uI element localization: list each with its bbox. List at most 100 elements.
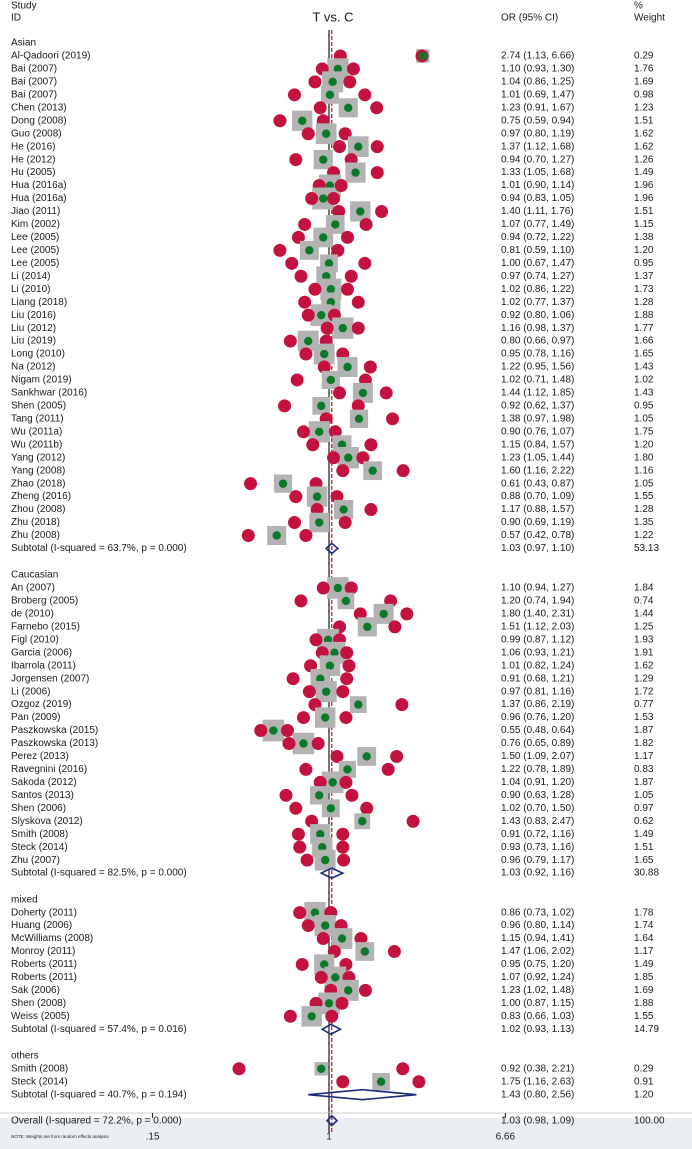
ci-lower-marker (294, 594, 308, 608)
point-estimate (379, 609, 388, 619)
ci-lower-marker (289, 153, 303, 167)
ci-lower-marker (289, 490, 303, 504)
header-effect: OR (95% CI) (501, 13, 558, 24)
ci-lower-marker (336, 1075, 350, 1089)
point-estimate (358, 817, 367, 826)
study-ci-text: 0.96 (0.76, 1.20) (501, 712, 574, 723)
study-ci-text: 0.96 (0.80, 1.14) (501, 920, 574, 931)
point-estimate (331, 220, 340, 229)
point-estimate (299, 739, 308, 748)
study-ci-text: 0.94 (0.72, 1.22) (501, 232, 574, 243)
ci-lower-marker (295, 957, 309, 971)
overall-ci-text: 1.03 (0.98, 1.09) (501, 1115, 574, 1126)
study-weight-text: 0.74 (634, 596, 654, 607)
study-weight-text: 1.20 (634, 245, 654, 256)
ci-lower-marker (317, 360, 331, 374)
study-ci-text: 1.17 (0.88, 1.57) (501, 504, 574, 515)
point-estimate (328, 778, 337, 787)
ci-upper-marker (396, 1062, 410, 1076)
group-label: others (11, 1050, 39, 1061)
ci-upper-marker (344, 269, 358, 283)
study-weight-text: 1.93 (634, 634, 654, 645)
study-ci-text: 1.01 (0.82, 1.24) (501, 660, 574, 671)
study-label: Guo (2008) (11, 128, 62, 139)
ci-upper-marker (351, 321, 365, 335)
point-estimate (317, 310, 326, 320)
group-label: Asian (11, 38, 36, 49)
ci-upper-marker (339, 775, 353, 789)
point-estimate (356, 207, 365, 216)
point-estimate (316, 830, 325, 839)
study-label: He (2012) (11, 154, 55, 165)
subtotal-diamond (308, 1088, 417, 1101)
study-weight-text: 1.75 (634, 426, 654, 437)
point-estimate (363, 622, 372, 632)
study-label: An (2007) (11, 583, 55, 594)
ci-upper-marker (340, 282, 354, 296)
ci-lower-marker (293, 906, 307, 920)
study-ci-text: 0.76 (0.65, 0.89) (501, 738, 574, 749)
subtotal-label: Subtotal (I-squared = 63.7%, p = 0.000) (11, 543, 187, 554)
study-weight-text: 1.84 (634, 583, 654, 594)
study-weight-text: 1.37 (634, 271, 654, 282)
header-weight: Weight (634, 13, 665, 24)
point-estimate (354, 700, 363, 709)
ci-lower-marker (308, 75, 322, 89)
ci-upper-marker (396, 464, 410, 478)
ci-lower-marker (336, 464, 350, 478)
study-label: Paszkowska (2013) (11, 738, 98, 749)
study-weight-text: 1.49 (634, 167, 654, 178)
study-ci-text: 2.74 (1.13, 6.66) (501, 51, 574, 62)
ci-lower-marker (285, 256, 299, 270)
study-ci-text: 1.00 (0.67, 1.47) (501, 258, 574, 269)
point-estimate (326, 375, 336, 385)
subtotal-ci-text: 1.03 (0.92, 1.16) (501, 868, 574, 879)
ci-upper-marker (412, 1075, 426, 1089)
ci-upper-marker (381, 762, 395, 776)
point-estimate (319, 233, 328, 242)
study-weight-text: 1.62 (634, 128, 654, 139)
study-weight-text: 1.96 (634, 193, 654, 204)
ci-lower-marker (273, 114, 287, 128)
study-weight-text: 1.17 (634, 946, 654, 957)
point-estimate (316, 674, 325, 683)
study-weight-text: 1.28 (634, 504, 654, 515)
study-label: Ravegnini (2016) (11, 764, 87, 775)
ci-lower-marker (316, 932, 330, 946)
study-weight-text: 1.29 (634, 673, 654, 684)
ci-lower-marker (299, 347, 313, 361)
study-weight-text: 1.87 (634, 725, 654, 736)
study-label: Farnebo (2015) (11, 621, 80, 632)
study-label: Liu (2012) (11, 323, 56, 334)
study-label: Al-Qadoori (2019) (11, 51, 90, 62)
ci-lower-marker (278, 399, 292, 413)
ci-lower-marker (293, 840, 307, 854)
study-weight-text: 1.23 (634, 102, 654, 113)
point-estimate (333, 583, 343, 593)
ci-upper-marker (363, 360, 377, 374)
study-weight-text: 1.38 (634, 232, 654, 243)
study-label: Ozgoz (2019) (11, 699, 72, 710)
point-estimate (344, 103, 353, 113)
study-ci-text: 1.10 (0.94, 1.27) (501, 583, 574, 594)
ci-upper-marker (400, 607, 414, 621)
subtotal-weight-text: 1.20 (634, 1089, 654, 1100)
study-ci-text: 1.02 (0.77, 1.37) (501, 297, 574, 308)
ci-upper-marker (325, 1009, 339, 1023)
study-weight-text: 1.96 (634, 180, 654, 191)
study-ci-text: 1.23 (1.05, 1.44) (501, 452, 574, 463)
study-ci-text: 1.43 (0.83, 2.47) (501, 816, 574, 827)
study-label: Steck (2014) (11, 1076, 68, 1087)
ci-lower-marker (291, 230, 305, 244)
ci-upper-marker (346, 62, 360, 76)
point-estimate (321, 713, 330, 722)
study-ci-text: 1.47 (1.06, 2.02) (501, 946, 574, 957)
study-ci-text: 1.06 (0.93, 1.21) (501, 647, 574, 658)
ci-lower-marker (300, 853, 314, 867)
point-estimate (351, 168, 360, 177)
point-estimate (358, 388, 368, 398)
study-ci-text: 1.02 (0.70, 1.50) (501, 803, 574, 814)
study-weight-text: 1.44 (634, 609, 654, 620)
study-label: Sankhwar (2016) (11, 388, 87, 399)
study-label: Shen (2008) (11, 998, 66, 1009)
